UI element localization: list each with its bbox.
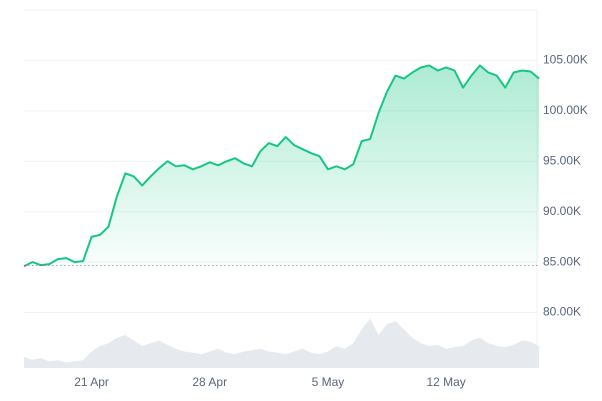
x-tick-label: 21 Apr [74,375,109,389]
y-tick-label: 105.00K [543,53,588,67]
price-line [23,64,540,268]
y-tick-label: 90.00K [543,204,581,218]
y-tick-label: 85.00K [543,254,581,268]
price-area [24,65,539,266]
volume-area [24,318,539,368]
y-tick-label: 100.00K [543,103,588,117]
x-tick-label: 12 May [426,375,465,389]
x-tick-label: 28 Apr [192,375,227,389]
y-tick-label: 80.00K [543,305,581,319]
y-tick-label: 95.00K [543,153,581,167]
x-tick-label: 5 May [312,375,345,389]
